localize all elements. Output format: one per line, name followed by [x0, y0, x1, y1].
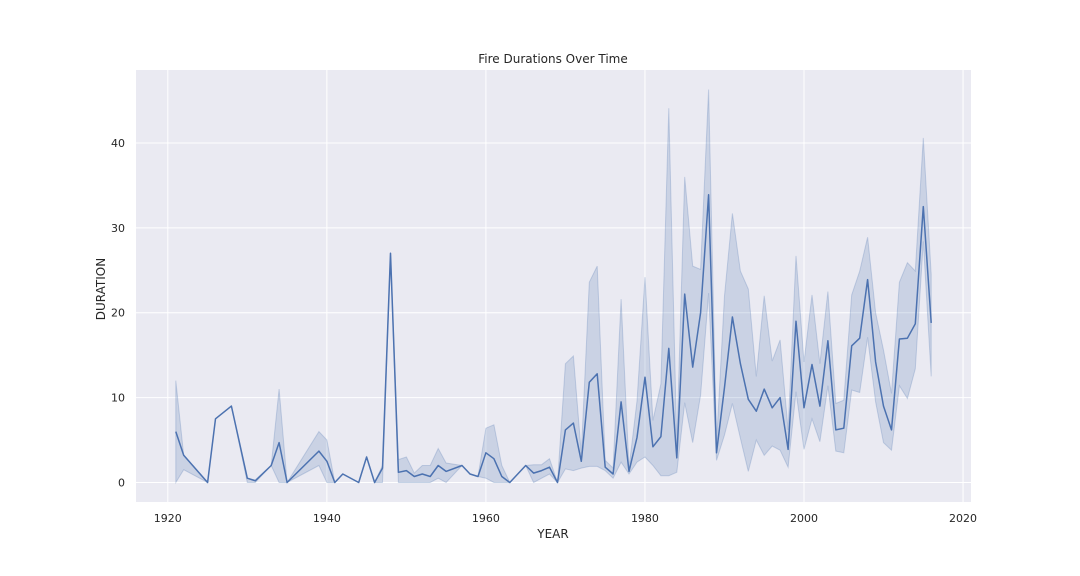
x-axis-label: YEAR: [536, 527, 568, 541]
plot-background: [136, 70, 971, 502]
y-tick-label: 20: [111, 307, 125, 320]
x-tick-labels: 1920 1940 1960 1980 2000 2020: [154, 512, 977, 525]
grid: [136, 70, 971, 502]
y-tick-labels: 0 10 20 30 40: [111, 137, 125, 489]
duration-line: [175, 194, 932, 484]
x-tick-label: 2020: [949, 512, 977, 525]
x-tick-label: 1940: [313, 512, 341, 525]
y-axis-label: DURATION: [94, 258, 108, 320]
y-tick-label: 30: [111, 222, 125, 235]
x-tick-label: 1920: [154, 512, 182, 525]
y-tick-label: 0: [118, 476, 125, 489]
x-tick-label: 2000: [790, 512, 818, 525]
y-tick-label: 40: [111, 137, 125, 150]
y-tick-label: 10: [111, 392, 125, 405]
x-tick-label: 1980: [631, 512, 659, 525]
chart-title: Fire Durations Over Time: [478, 52, 627, 66]
x-tick-label: 1960: [472, 512, 500, 525]
